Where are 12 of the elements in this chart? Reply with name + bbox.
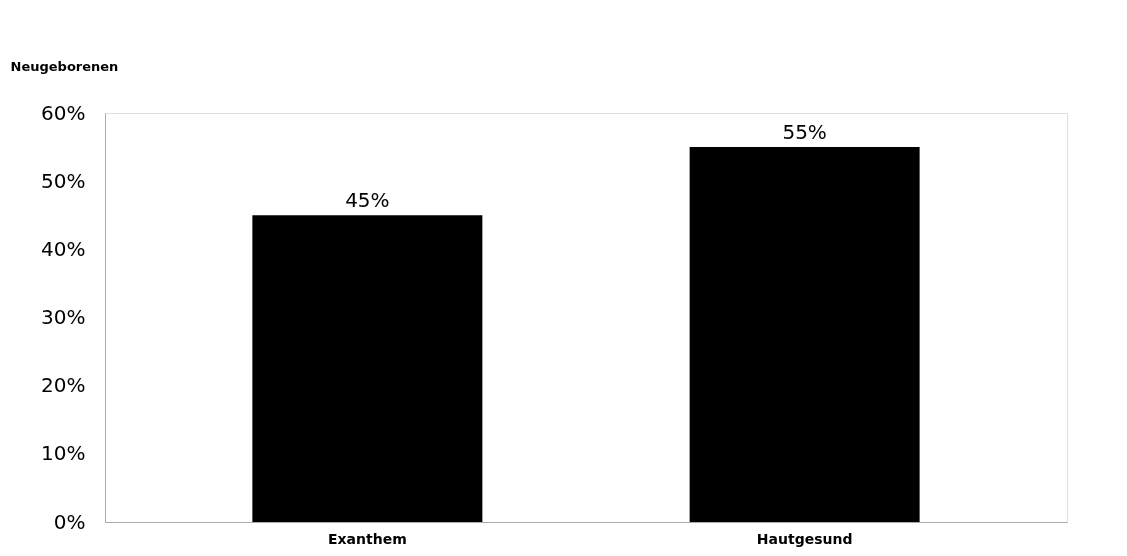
y-tick-label: 50% <box>41 168 86 193</box>
y-tick-label: 30% <box>41 305 86 329</box>
y-tick-label: 60% <box>41 100 86 125</box>
y-tick-label: 20% <box>41 373 86 398</box>
x-tick-label: Exanthem <box>327 530 407 547</box>
data-label: 45% <box>345 188 390 213</box>
y-axis-title: Neugeborenen <box>10 58 119 74</box>
y-tick-label: 40% <box>41 236 86 261</box>
x-tick-label: Hautgesund <box>756 530 853 547</box>
y-tick-label: 10% <box>41 441 86 466</box>
data-label: 55% <box>782 120 827 145</box>
y-tick-label: 0% <box>53 509 86 534</box>
